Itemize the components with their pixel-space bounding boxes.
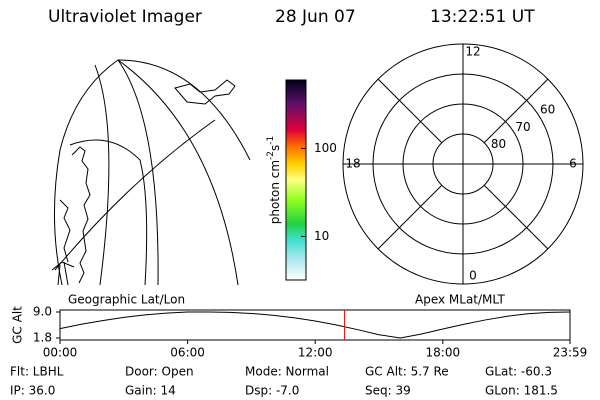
timeline-right-label: Apex MLat/MLT [415, 293, 505, 307]
footer: Flt: LBHL Door: Open Mode: Normal GC Alt: 5… [10, 365, 558, 398]
x-tick-label: 18:00 [426, 346, 461, 360]
status-field: IP: 36.0 [10, 384, 55, 398]
date: 28 Jun 07 [275, 7, 356, 27]
lat-label: 60 [540, 103, 555, 117]
x-tick-label: 06:00 [170, 346, 205, 360]
status-field: Flt: LBHL [10, 365, 64, 379]
status-field: GLon: 181.5 [485, 384, 558, 398]
mlt-label: 6 [569, 157, 577, 171]
status-field: GLat: -60.3 [485, 365, 552, 379]
status-field: Dsp: -7.0 [245, 384, 299, 398]
x-tick-label: 00:00 [43, 346, 78, 360]
status-field: GC Alt: 5.7 Re [365, 365, 449, 379]
axis-line [483, 78, 549, 144]
title: Ultraviolet Imager [48, 7, 202, 27]
timeline: Geographic Lat/Lon Apex MLat/MLT GC Alt … [11, 293, 588, 360]
axis-line [377, 184, 443, 250]
map [51, 59, 251, 286]
mlt-label: 18 [345, 157, 360, 171]
y-tick-label: 1.8 [33, 331, 52, 345]
lat-label: 70 [515, 120, 530, 134]
colorbar-tick-label: 100 [314, 141, 337, 155]
y-tick-label: 9.0 [33, 305, 52, 319]
plot-frame [59, 309, 571, 341]
colorbar: photon cm-2s-1 10 100 [266, 79, 337, 281]
colorbar-label: photon cm-2s-1 [266, 136, 282, 225]
status-field: Mode: Normal [245, 365, 329, 379]
x-tick-label: 12:00 [298, 346, 333, 360]
altitude-line [59, 311, 571, 339]
mlt-label: 12 [465, 45, 480, 59]
status-field: Gain: 14 [125, 384, 176, 398]
timeline-left-label: Geographic Lat/Lon [68, 293, 185, 307]
time: 13:22:51 UT [430, 7, 535, 27]
axis-line [377, 78, 443, 144]
status-field: Seq: 39 [365, 384, 411, 398]
x-tick-label: 23:59 [553, 346, 588, 360]
y-axis-label: GC Alt [11, 306, 25, 344]
lat-label: 80 [491, 137, 506, 151]
colorbar-tick-label: 10 [314, 229, 329, 243]
axis-line [483, 184, 549, 250]
status-field: Door: Open [125, 365, 194, 379]
mlt-label: 0 [469, 269, 477, 283]
